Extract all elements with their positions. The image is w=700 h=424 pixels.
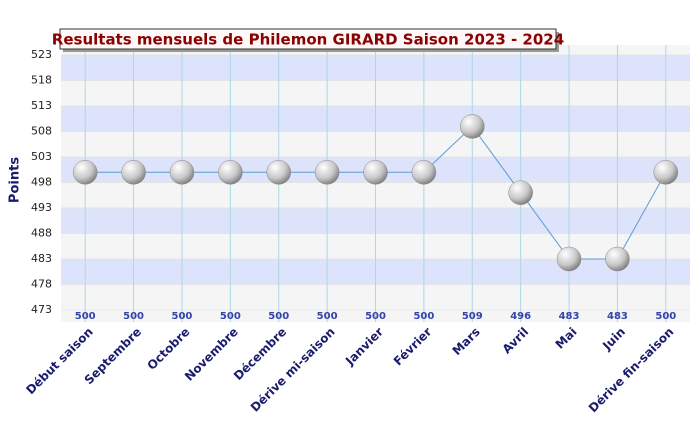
y-tick-label: 508 xyxy=(31,125,52,138)
value-label: 483 xyxy=(607,311,628,322)
marker xyxy=(72,160,98,185)
x-tick-label: Janvier xyxy=(342,325,386,369)
x-tick-label: Mars xyxy=(450,325,483,358)
value-label: 500 xyxy=(220,311,241,322)
title-box xyxy=(59,28,557,50)
x-tick-label: Juin xyxy=(599,325,628,354)
y-tick-label: 483 xyxy=(31,252,52,265)
marker xyxy=(508,180,533,205)
y-tick-label: 498 xyxy=(31,176,52,189)
y-tick-label: 478 xyxy=(31,278,52,291)
marker xyxy=(121,160,146,185)
value-label: 496 xyxy=(510,311,531,322)
marker xyxy=(363,160,388,185)
y-axis-title: Points xyxy=(8,157,23,203)
value-label: 500 xyxy=(268,311,289,322)
y-tick-label: 488 xyxy=(31,227,52,240)
y-tick-label: 503 xyxy=(31,150,52,163)
x-tick-label: Octobre xyxy=(145,325,193,373)
marker xyxy=(314,160,340,185)
marker xyxy=(411,160,437,185)
marker xyxy=(169,160,195,185)
marker xyxy=(218,160,243,185)
value-label: 500 xyxy=(413,311,434,322)
value-label: 509 xyxy=(462,311,483,322)
value-label: 500 xyxy=(123,311,144,322)
x-tick-label: Dérive fin-saison xyxy=(586,325,676,415)
marker xyxy=(653,160,679,185)
y-tick-label: 473 xyxy=(31,303,52,316)
x-tick-label: Début saison xyxy=(23,325,95,397)
marker xyxy=(556,246,582,272)
x-tick-label: Dérive mi-saison xyxy=(248,325,338,415)
marker xyxy=(266,160,291,185)
value-label: 500 xyxy=(365,311,386,322)
value-label: 483 xyxy=(559,311,580,322)
value-label: 500 xyxy=(172,311,193,322)
marker xyxy=(605,246,630,272)
x-tick-label: Février xyxy=(391,325,435,369)
y-tick-label: 523 xyxy=(31,48,52,61)
value-label: 500 xyxy=(655,311,676,322)
value-label: 500 xyxy=(75,311,96,322)
y-tick-label: 518 xyxy=(31,74,52,87)
x-tick-label: Avril xyxy=(500,325,532,357)
marker xyxy=(460,114,485,139)
y-tick-label: 493 xyxy=(31,201,52,214)
chart-title: Resultats mensuels de Philemon GIRARD Sa… xyxy=(52,31,564,49)
x-tick-label: Mai xyxy=(553,325,580,352)
value-label: 500 xyxy=(317,311,338,322)
y-tick-label: 513 xyxy=(31,99,52,112)
